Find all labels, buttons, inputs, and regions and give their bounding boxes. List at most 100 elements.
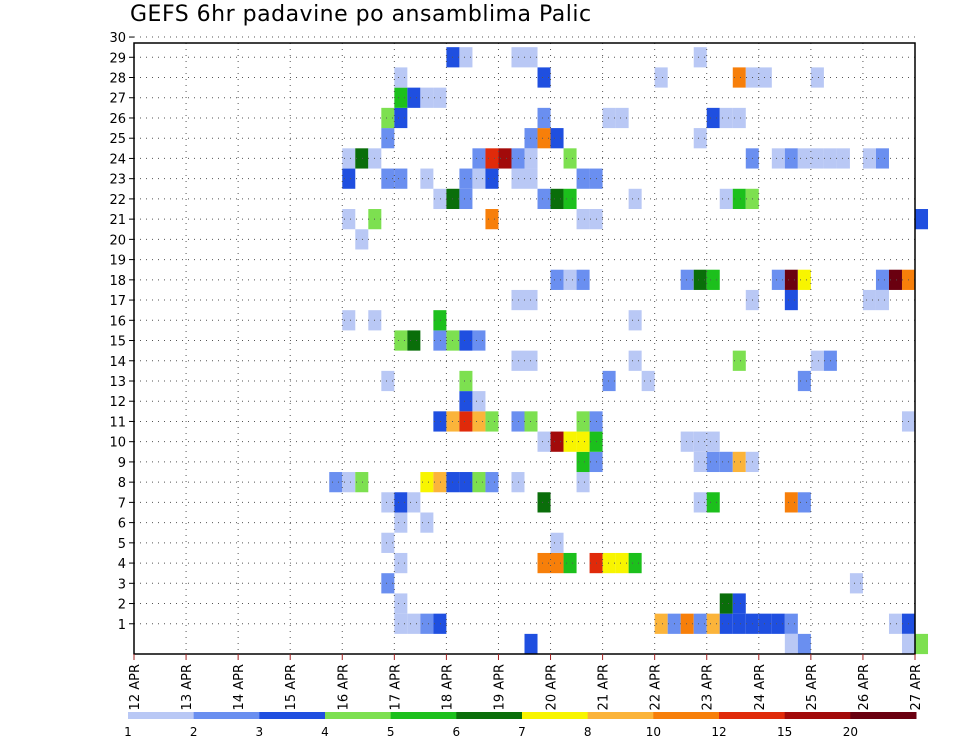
x-tick-label: 20 APR xyxy=(545,664,560,710)
heatmap-cell xyxy=(706,451,720,473)
y-tick-label: 7 xyxy=(118,496,126,511)
heatmap-cell xyxy=(719,451,733,473)
plot-frame xyxy=(133,42,916,655)
heatmap-cell xyxy=(511,168,525,189)
y-tick-label: 6 xyxy=(118,517,126,532)
color-legend: 1 2 3 4 5 6 7 8 10 12 15 20 xyxy=(124,712,917,739)
heatmap-cell xyxy=(524,350,538,371)
y-tick-label: 17 xyxy=(109,294,126,309)
heatmap-cell xyxy=(550,269,564,290)
heatmap-cell xyxy=(875,148,889,169)
legend-label: 20 xyxy=(843,725,858,739)
heatmap-cell xyxy=(771,613,785,634)
y-tick-label: 26 xyxy=(109,112,126,127)
heatmap-cell xyxy=(498,148,512,169)
heatmap-cell xyxy=(407,613,421,634)
legend-swatch xyxy=(522,712,589,719)
heatmap-cell xyxy=(758,613,772,634)
heatmap-cell xyxy=(628,350,642,371)
heatmap-cell xyxy=(472,168,486,189)
x-tick-label: 25 APR xyxy=(805,664,820,710)
heatmap-cell xyxy=(537,552,551,574)
x-tick-label: 19 APR xyxy=(492,664,507,710)
y-tick-label: 28 xyxy=(109,72,126,87)
y-tick-label: 25 xyxy=(109,132,126,147)
legend-swatch xyxy=(259,712,326,719)
y-tick-label: 18 xyxy=(109,274,126,289)
heatmap-cell xyxy=(511,350,525,371)
heatmap-cell xyxy=(784,613,798,634)
heatmap-cell xyxy=(394,593,408,614)
legend-swatch xyxy=(456,712,523,719)
legend-swatch xyxy=(784,712,851,719)
y-tick-label: 1 xyxy=(118,618,126,633)
heatmap-cell xyxy=(420,168,434,189)
heatmap-cell xyxy=(485,209,499,230)
y-tick-label: 5 xyxy=(118,537,126,552)
heatmap-cell xyxy=(524,148,538,169)
heatmap-cell xyxy=(576,269,590,290)
heatmap-cell xyxy=(771,148,785,169)
heatmap-cell xyxy=(394,512,408,533)
legend-swatch xyxy=(193,712,260,719)
heatmap-cell xyxy=(420,613,434,634)
heatmap-cell xyxy=(888,269,902,290)
heatmap-cell xyxy=(433,310,447,331)
heatmap-cell xyxy=(706,492,720,513)
heatmap-cell xyxy=(433,613,447,634)
heatmap-cell xyxy=(511,148,525,169)
heatmap-cell xyxy=(524,128,538,149)
heatmap-cell xyxy=(381,573,395,594)
y-tick-label: 29 xyxy=(109,51,126,66)
heatmap-cell xyxy=(537,128,551,149)
heatmap-cell xyxy=(784,269,798,290)
heatmap-cell xyxy=(915,209,929,230)
heatmap-cell xyxy=(732,350,746,371)
heatmap-cell xyxy=(615,107,629,129)
heatmap-cell xyxy=(915,633,929,655)
heatmap-cell xyxy=(511,472,525,493)
heatmap-cell xyxy=(797,269,811,290)
heatmap-cell xyxy=(576,472,590,493)
heatmap-cell xyxy=(433,411,447,432)
heatmap-cell xyxy=(394,330,408,351)
legend-label: 15 xyxy=(777,725,792,739)
heatmap-cell xyxy=(342,168,356,189)
heatmap-cell xyxy=(693,269,707,290)
heatmap-cell xyxy=(524,289,538,311)
heatmap-cell xyxy=(810,67,824,88)
heatmap-cell xyxy=(706,107,720,129)
x-tick-label: 26 APR xyxy=(857,664,872,710)
heatmap-cell xyxy=(732,451,746,473)
heatmap-cell xyxy=(381,168,395,189)
heatmap-cell xyxy=(810,350,824,371)
heatmap-cell xyxy=(511,289,525,311)
heatmap-cell xyxy=(758,67,772,88)
heatmap-cell xyxy=(407,330,421,351)
heatmap-cell xyxy=(719,188,733,210)
y-tick-label: 14 xyxy=(109,355,126,370)
heatmap-cell xyxy=(628,552,642,574)
y-tick-label: 12 xyxy=(109,395,126,410)
heatmap-cell xyxy=(381,370,395,392)
heatmap-cell xyxy=(563,188,577,210)
heatmap-cell xyxy=(693,431,707,452)
heatmap-cell xyxy=(537,188,551,210)
heatmap-cell xyxy=(680,269,694,290)
heatmap-cell xyxy=(394,613,408,634)
heatmap-cell xyxy=(784,492,798,513)
heatmap-cell xyxy=(784,633,798,655)
heatmap-cell xyxy=(550,552,564,574)
heatmap-cell xyxy=(355,148,369,169)
heatmap-cell xyxy=(511,411,525,432)
heatmap-cell xyxy=(706,613,720,634)
y-tick-label: 3 xyxy=(118,577,126,592)
heatmap-cell xyxy=(511,47,525,68)
heatmap-cell xyxy=(654,67,668,88)
heatmap-cell xyxy=(732,613,746,634)
y-tick-label: 27 xyxy=(109,92,126,107)
legend-swatch xyxy=(653,712,720,719)
y-tick-label: 8 xyxy=(118,476,126,491)
heatmap-cell xyxy=(381,532,395,553)
heatmap-cell xyxy=(537,107,551,129)
